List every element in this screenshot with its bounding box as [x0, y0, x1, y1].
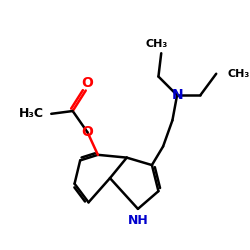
- Text: NH: NH: [128, 214, 148, 226]
- Text: H₃C: H₃C: [19, 107, 44, 120]
- Text: N: N: [171, 88, 183, 102]
- Text: O: O: [82, 76, 94, 90]
- Text: O: O: [82, 126, 94, 140]
- Text: CH₃: CH₃: [228, 69, 250, 79]
- Text: CH₃: CH₃: [146, 39, 168, 49]
